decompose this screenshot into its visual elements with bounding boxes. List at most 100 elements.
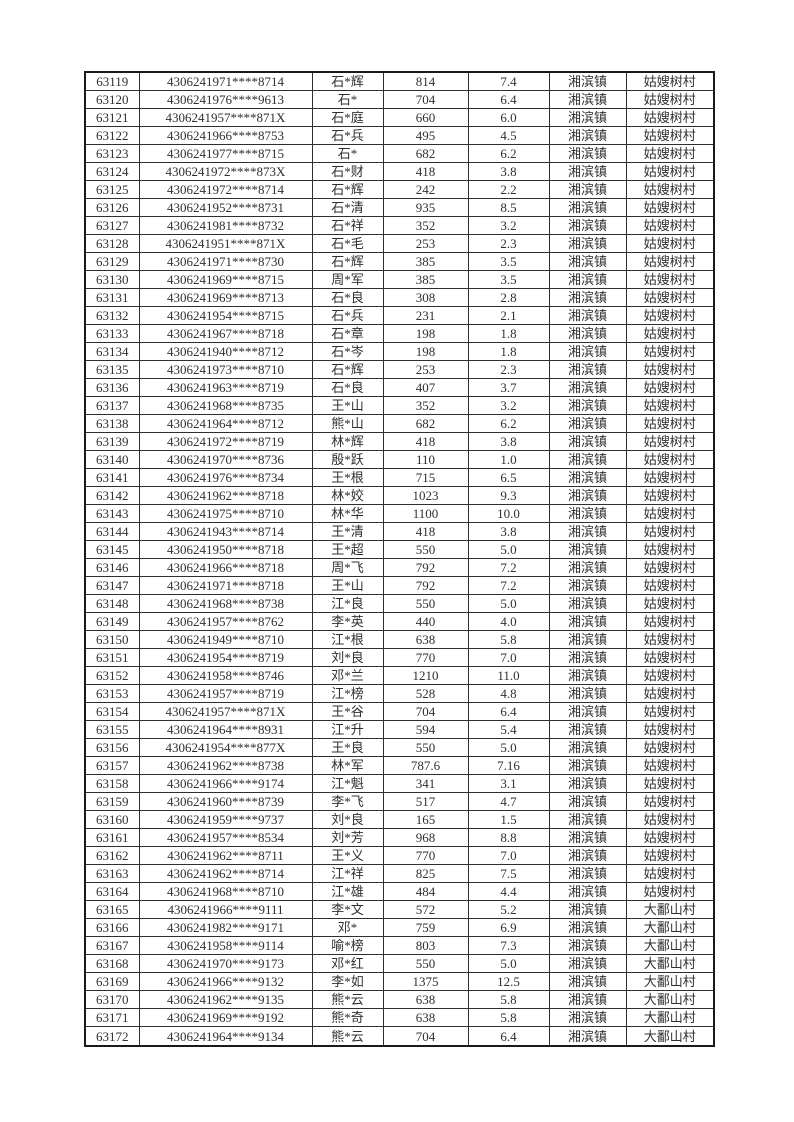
table-cell: 周*军 [311,270,384,290]
table-cell: 63142 [84,486,140,506]
table-cell: 385 [382,252,469,272]
table-cell: 682 [382,144,469,164]
table-cell: 63130 [84,270,140,290]
table-cell: 湘滨镇 [548,756,627,776]
table-cell: 湘滨镇 [548,648,627,668]
table-cell: 7.16 [467,756,550,776]
table-cell: 4306241958****9114 [138,936,313,956]
table-cell: 4306241949****8710 [138,630,313,650]
table-cell: 湘滨镇 [548,954,627,974]
table-cell: 湘滨镇 [548,234,627,254]
table-cell: 440 [382,612,469,632]
table-row: 63170 4306241962****9135 熊*云 638 5.8 湘滨镇 大鄱山村 [84,990,715,1010]
table-cell: 7.2 [467,576,550,596]
table-cell: 4306241962****8711 [138,846,313,866]
table-cell: 湘滨镇 [548,324,627,344]
table-cell: 湘滨镇 [548,1026,627,1047]
table-cell: 803 [382,936,469,956]
table-cell: 814 [382,71,469,92]
table-cell: 5.2 [467,900,550,920]
table-cell: 姑嫂树村 [625,882,715,902]
table-row: 63158 4306241966****9174 江*魁 341 3.1 湘滨镇 姑嫂树村 [84,774,715,794]
table-cell: 63165 [84,900,140,920]
table-cell: 湘滨镇 [548,396,627,416]
table-cell: 63136 [84,378,140,398]
table-cell: 3.1 [467,774,550,794]
table-cell: 63151 [84,648,140,668]
table-cell: 林*军 [311,756,384,776]
table-cell: 63150 [84,630,140,650]
table-cell: 484 [382,882,469,902]
table-cell: 湘滨镇 [548,414,627,434]
table-cell: 198 [382,324,469,344]
table-cell: 姑嫂树村 [625,846,715,866]
table-cell: 7.4 [467,71,550,92]
table-cell: 4306241952****8731 [138,198,313,218]
table-cell: 231 [382,306,469,326]
table-cell: 石*庭 [311,108,384,128]
table-cell: 2.3 [467,234,550,254]
table-cell: 63171 [84,1008,140,1028]
table-cell: 682 [382,414,469,434]
table-cell: 姑嫂树村 [625,648,715,668]
table-cell: 4306241962****8738 [138,756,313,776]
table-cell: 4306241968****8710 [138,882,313,902]
table-cell: 湘滨镇 [548,810,627,830]
table-cell: 770 [382,846,469,866]
table-cell: 63143 [84,504,140,524]
table-cell: 李*如 [311,972,384,992]
table-cell: 495 [382,126,469,146]
table-cell: 63144 [84,522,140,542]
table-cell: 姑嫂树村 [625,612,715,632]
table-cell: 湘滨镇 [548,630,627,650]
table-cell: 4306241969****9192 [138,1008,313,1028]
table-cell: 湘滨镇 [548,90,627,110]
table-cell: 湘滨镇 [548,342,627,362]
table-cell: 63159 [84,792,140,812]
table-cell: 5.8 [467,990,550,1010]
table-cell: 湘滨镇 [548,972,627,992]
table-cell: 湘滨镇 [548,684,627,704]
table-cell: 湘滨镇 [548,828,627,848]
table-cell: 4306241970****8736 [138,450,313,470]
table-row: 63124 4306241972****873X 石*财 418 3.8 湘滨镇 姑嫂树村 [84,162,715,182]
table-cell: 63134 [84,342,140,362]
table-cell: 253 [382,234,469,254]
table-cell: 341 [382,774,469,794]
table-cell: 704 [382,702,469,722]
table-cell: 殷*跃 [311,450,384,470]
table-cell: 63148 [84,594,140,614]
table-cell: 352 [382,396,469,416]
table-row: 63151 4306241954****8719 刘*良 770 7.0 湘滨镇 姑嫂树村 [84,648,715,668]
table-cell: 5.8 [467,630,550,650]
table-cell: 姑嫂树村 [625,684,715,704]
table-cell: 63140 [84,450,140,470]
table-cell: 湘滨镇 [548,360,627,380]
table-cell: 63154 [84,702,140,722]
table-row: 63142 4306241962****8718 林*姣 1023 9.3 湘滨镇 姑嫂树村 [84,486,715,506]
table-cell: 63133 [84,324,140,344]
table-cell: 姑嫂树村 [625,486,715,506]
table-cell: 大鄱山村 [625,954,715,974]
table-row: 63140 4306241970****8736 殷*跃 110 1.0 湘滨镇 姑嫂树村 [84,450,715,470]
table-cell: 4306241957****8762 [138,612,313,632]
table-cell: 6.9 [467,918,550,938]
table-row: 63163 4306241962****8714 江*祥 825 7.5 湘滨镇 姑嫂树村 [84,864,715,884]
table-cell: 石*岑 [311,342,384,362]
table-cell: 湘滨镇 [548,846,627,866]
table-cell: 姑嫂树村 [625,162,715,182]
table-cell: 4306241971****8714 [138,71,313,92]
table-cell: 姑嫂树村 [625,270,715,290]
table-cell: 63129 [84,252,140,272]
table-cell: 4306241959****9737 [138,810,313,830]
table-row: 63146 4306241966****8718 周*飞 792 7.2 湘滨镇 姑嫂树村 [84,558,715,578]
table-cell: 3.5 [467,270,550,290]
table-cell: 湘滨镇 [548,486,627,506]
table-cell: 6.2 [467,414,550,434]
table-cell: 63163 [84,864,140,884]
table-cell: 湘滨镇 [548,558,627,578]
table-cell: 660 [382,108,469,128]
table-cell: 林*辉 [311,432,384,452]
table-cell: 熊*云 [311,1026,384,1047]
table-cell: 大鄱山村 [625,936,715,956]
